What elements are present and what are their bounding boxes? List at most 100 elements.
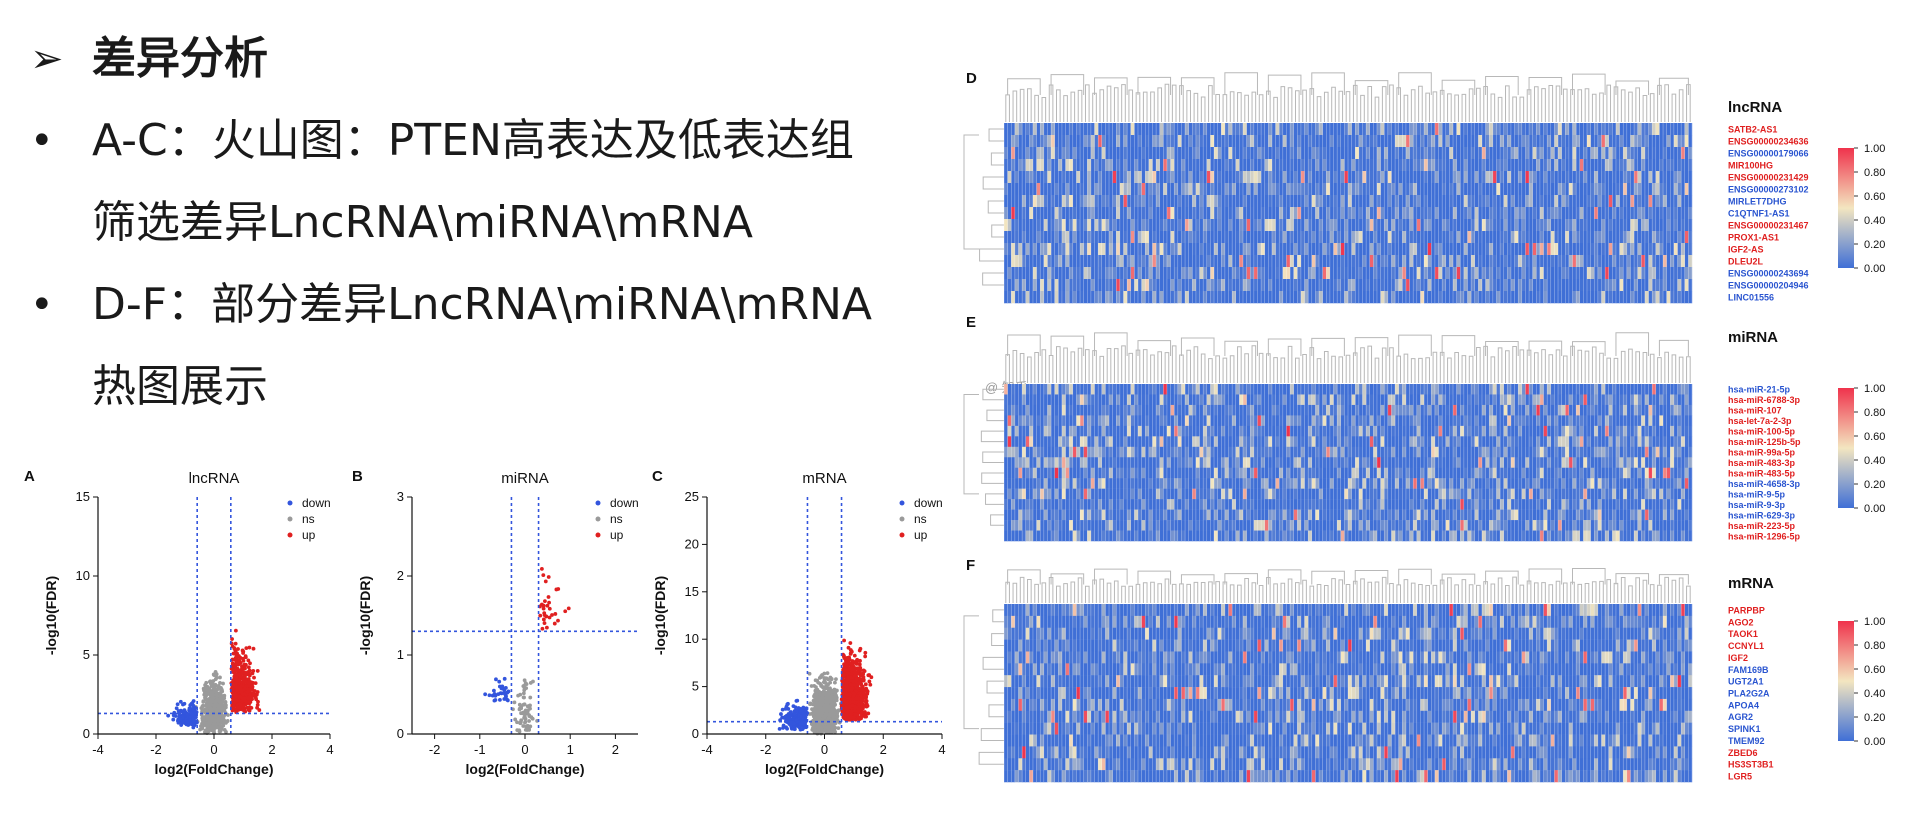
heatmap-cell bbox=[1203, 147, 1208, 160]
heatmap-cell bbox=[1261, 123, 1265, 136]
heatmap-cell bbox=[1666, 135, 1671, 148]
heatmap-cell bbox=[1242, 159, 1247, 172]
data-point-up bbox=[556, 618, 560, 623]
heatmap-cell bbox=[1395, 135, 1399, 148]
heatmap-cell bbox=[1384, 135, 1389, 148]
heatmap-cell bbox=[1583, 171, 1588, 184]
heatmap-cell bbox=[1297, 183, 1302, 196]
heatmap-cell bbox=[1615, 159, 1620, 172]
heatmap-cell bbox=[1112, 123, 1117, 136]
data-point-up bbox=[242, 678, 247, 683]
heatmap-cell bbox=[1181, 159, 1186, 172]
dendrogram-branch bbox=[1338, 90, 1344, 122]
heatmap-cell bbox=[1004, 123, 1008, 136]
heatmap-cell bbox=[1188, 159, 1193, 172]
heatmap-cell bbox=[1326, 171, 1331, 184]
heatmap-cell bbox=[1340, 135, 1345, 148]
heatmap-cell bbox=[1022, 135, 1026, 148]
heatmap-cell bbox=[1507, 135, 1512, 148]
dendrogram-branch bbox=[1193, 92, 1199, 122]
heatmap-cell bbox=[1094, 135, 1099, 148]
heatmap-cell bbox=[1166, 147, 1171, 160]
data-point-down bbox=[799, 708, 804, 713]
heatmap-cell bbox=[1547, 147, 1552, 160]
heatmap-cell bbox=[1630, 123, 1635, 136]
data-point-up bbox=[863, 650, 868, 655]
data-point-up bbox=[247, 694, 252, 699]
heatmap-cell bbox=[1261, 171, 1265, 184]
heatmap-cell bbox=[1637, 147, 1642, 160]
heatmap-cell bbox=[1011, 183, 1016, 196]
heatmap-cell bbox=[1098, 171, 1103, 184]
data-point-ns bbox=[824, 676, 829, 681]
heatmap-cell bbox=[1456, 123, 1461, 136]
heatmap-cell bbox=[1112, 135, 1117, 148]
heatmap-cell bbox=[1539, 123, 1544, 136]
data-point-ns bbox=[200, 721, 204, 726]
data-point-ns bbox=[217, 713, 222, 718]
data-point-ns bbox=[824, 700, 829, 705]
heatmap-cell bbox=[1232, 135, 1236, 148]
heatmap-cell bbox=[1532, 171, 1537, 184]
heatmap-cell bbox=[1145, 135, 1150, 148]
data-point-ns bbox=[825, 704, 830, 709]
heatmap-cell bbox=[1032, 171, 1037, 184]
heatmap-cell bbox=[1510, 123, 1515, 136]
dendrogram-branch bbox=[1454, 94, 1459, 122]
heatmap-cell bbox=[1061, 171, 1066, 184]
data-point-down bbox=[500, 685, 505, 690]
data-point-ns bbox=[205, 723, 210, 728]
x-axis-label: log2(FoldChange) bbox=[155, 761, 274, 777]
data-point-up bbox=[239, 704, 244, 709]
data-point-ns bbox=[206, 688, 211, 693]
heatmap-cell bbox=[1163, 159, 1168, 172]
heatmap-cell bbox=[1351, 123, 1356, 136]
heatmap-cell bbox=[1148, 183, 1153, 196]
heatmap-cell bbox=[1130, 159, 1135, 172]
data-point-ns bbox=[517, 728, 522, 733]
heatmap-cell bbox=[1054, 159, 1059, 172]
data-point-ns bbox=[521, 684, 526, 689]
data-point-up bbox=[246, 680, 251, 685]
heatmap-cell bbox=[1463, 171, 1468, 184]
data-point-up bbox=[860, 684, 864, 689]
dendrogram-branch bbox=[1070, 91, 1076, 122]
dendrogram-branch bbox=[1280, 86, 1286, 122]
heatmap-cell bbox=[1445, 135, 1450, 148]
heatmap-cell bbox=[1242, 183, 1247, 196]
heatmap-cell bbox=[1040, 183, 1045, 196]
heatmap-cell bbox=[1047, 159, 1052, 172]
heatmap-cell bbox=[1677, 123, 1682, 136]
heatmap-cell bbox=[1503, 123, 1508, 136]
heatmap-cell bbox=[1250, 183, 1255, 196]
heatmap-cell bbox=[1235, 171, 1240, 184]
heatmap-cell bbox=[1536, 147, 1541, 160]
heatmap-cell bbox=[1677, 171, 1682, 184]
heatmap-cell bbox=[1214, 147, 1218, 160]
heatmap-cell bbox=[1163, 171, 1168, 184]
data-point-ns bbox=[214, 692, 219, 697]
heatmap-cell bbox=[1076, 171, 1081, 184]
heatmap-cell bbox=[1058, 159, 1063, 172]
dendrogram-branch bbox=[1294, 90, 1300, 122]
heatmap-cell bbox=[1261, 135, 1265, 148]
heatmap-cell bbox=[1576, 159, 1580, 172]
heatmap-cell bbox=[1101, 123, 1106, 136]
heatmap-cell bbox=[1072, 123, 1077, 136]
data-point-up bbox=[853, 712, 858, 717]
data-point-up bbox=[843, 681, 847, 685]
heatmap-cell bbox=[1319, 171, 1323, 184]
heatmap-cell bbox=[1637, 171, 1642, 184]
panel-letter: D bbox=[966, 70, 977, 87]
heatmap-cell bbox=[1156, 171, 1160, 184]
heatmap-cell bbox=[1608, 159, 1613, 172]
dendrogram-branch bbox=[1533, 86, 1539, 122]
heatmap-cell bbox=[1137, 171, 1142, 184]
heatmap-cell bbox=[1398, 171, 1403, 184]
heatmap-cell bbox=[1304, 159, 1309, 172]
bullet-text: A-C：火山图：PTEN高表达及低表达组 bbox=[92, 115, 854, 166]
heatmap-cell bbox=[1344, 147, 1349, 160]
heatmap-cell bbox=[1315, 147, 1320, 160]
heatmap-cell bbox=[1344, 171, 1349, 184]
heatmap-cell bbox=[1677, 159, 1682, 172]
